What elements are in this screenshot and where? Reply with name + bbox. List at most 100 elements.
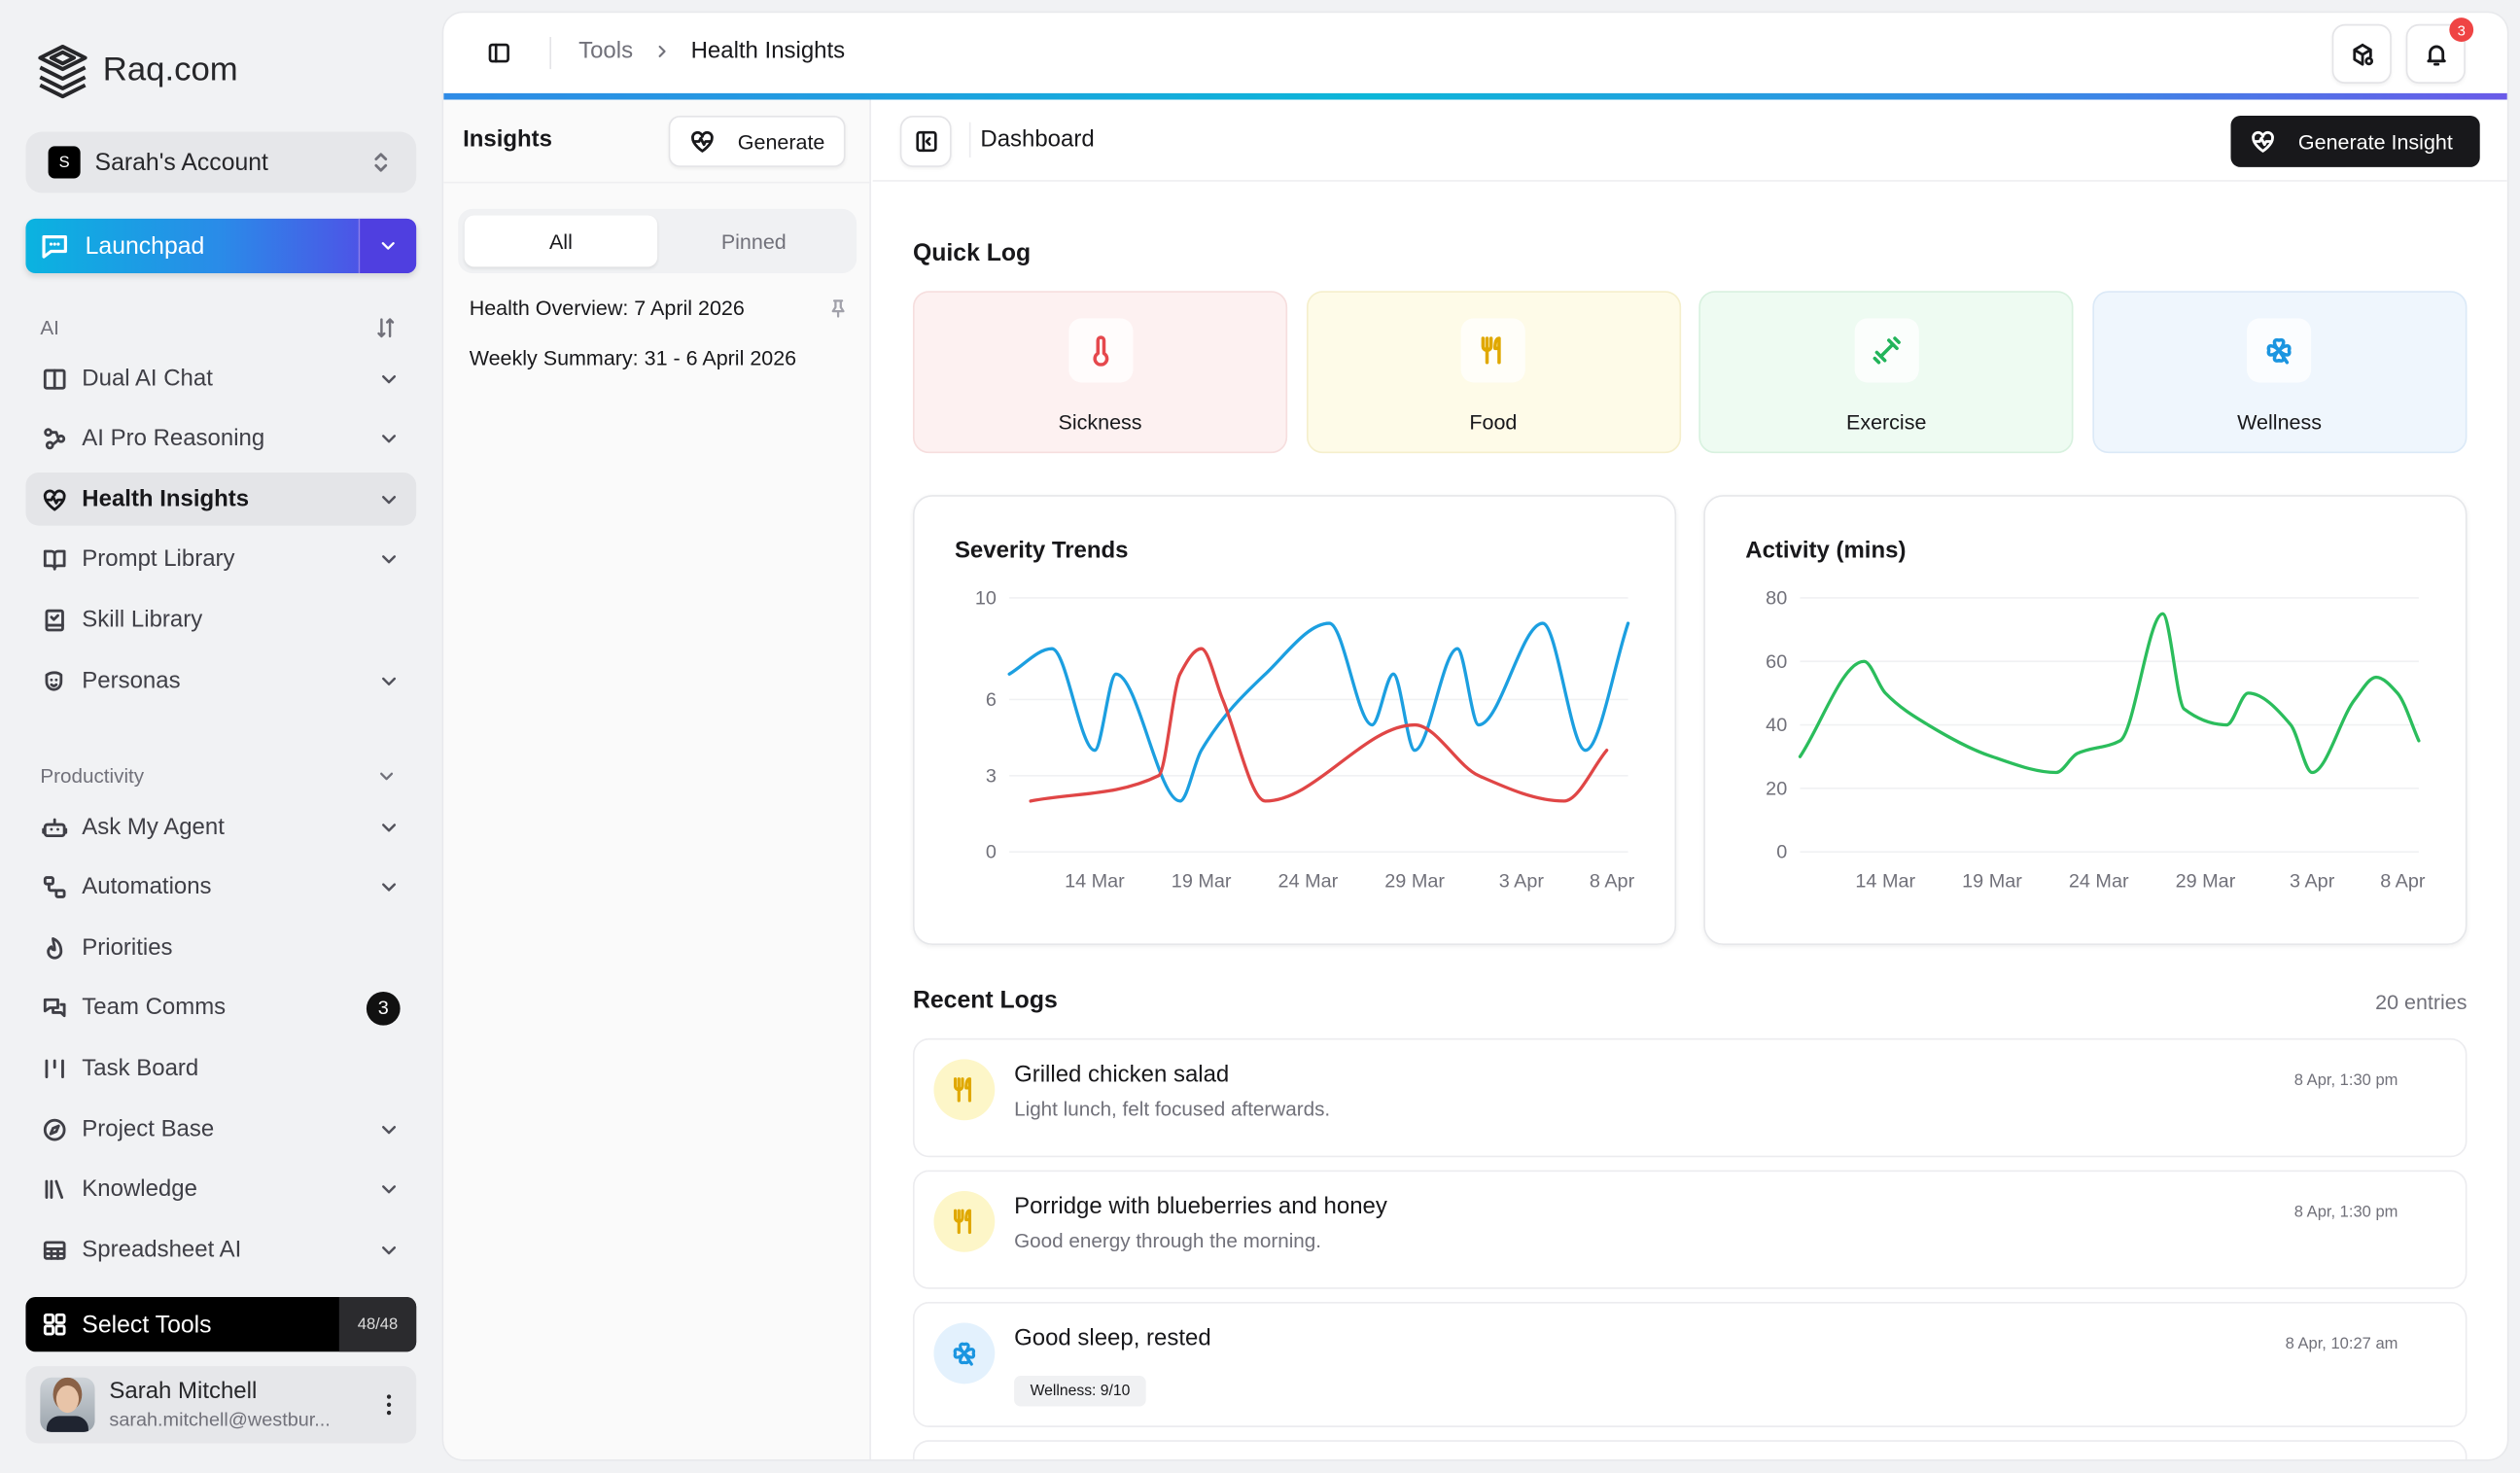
launchpad-button[interactable]: Launchpad xyxy=(25,218,417,274)
x-tick-label: 14 Mar xyxy=(1065,871,1125,893)
sidebar-item-ai-pro-reasoning[interactable]: AI Pro Reasoning xyxy=(25,412,416,466)
sidebar-item-label: Priorities xyxy=(82,934,173,962)
sidebar-item-label: Prompt Library xyxy=(82,546,235,573)
sidebar-item-personas[interactable]: Personas xyxy=(25,654,416,708)
section-ai: AI xyxy=(40,315,397,340)
top-bar: Tools Health Insights 3 xyxy=(443,13,2507,93)
sidebar-item-label: Team Comms xyxy=(82,995,227,1022)
x-tick-label: 3 Apr xyxy=(1499,871,1545,893)
sidebar-item-health-insights[interactable]: Health Insights xyxy=(25,473,417,526)
tools-count: 48/48 xyxy=(338,1297,417,1352)
brand-name: Raq.com xyxy=(102,51,238,88)
quick-log-sickness[interactable]: Sickness xyxy=(912,291,1288,454)
chevron-down-icon xyxy=(382,555,397,564)
sidebar-item-spreadsheet-ai[interactable]: Spreadsheet AI xyxy=(25,1223,416,1277)
thermometer-icon xyxy=(1092,335,1108,367)
sidebar-item-label: Personas xyxy=(82,667,181,694)
flow-icon xyxy=(43,876,66,898)
stack-logo-icon xyxy=(38,44,88,99)
quick-log-icon-box xyxy=(1854,318,1919,383)
account-name: Sarah's Account xyxy=(94,148,268,177)
y-tick-label: 0 xyxy=(1776,842,1787,863)
log-icon xyxy=(933,1322,996,1385)
insight-item[interactable]: Weekly Summary: 31 - 6 April 2026 xyxy=(470,345,849,369)
log-item[interactable]: Good sleep, rested Wellness: 9/10 8 Apr, 1… xyxy=(912,1302,2468,1427)
severity-trends-chart: 0 3 6 10 14 Mar 19 Mar 24 Mar 29 Mar 3 Apr 8 Apr xyxy=(975,588,1635,893)
heart-pulse-icon xyxy=(2252,130,2274,153)
log-time: 8 Apr, 1:30 pm xyxy=(2293,1204,2398,1222)
quick-log-label: Wellness xyxy=(2237,409,2322,435)
quick-log-food[interactable]: Food xyxy=(1306,291,1681,454)
chevron-right-icon xyxy=(658,45,666,57)
sidebar-item-label: Knowledge xyxy=(82,1176,197,1203)
tab-all[interactable]: All xyxy=(464,215,658,267)
chevron-down-icon xyxy=(382,1125,397,1134)
dashboard-header: Dashboard Generate Insight xyxy=(872,99,2507,182)
pin-icon[interactable] xyxy=(827,296,848,321)
package-search-icon xyxy=(2352,43,2373,65)
sidebar-item-automations[interactable]: Automations xyxy=(25,860,416,914)
launchpad-label: Launchpad xyxy=(85,231,205,260)
collapse-panel-button[interactable] xyxy=(899,116,952,167)
unread-badge: 3 xyxy=(366,991,401,1026)
grid-icon xyxy=(43,1313,66,1336)
quick-log-exercise[interactable]: Exercise xyxy=(1698,291,2074,454)
flame-icon xyxy=(47,936,63,960)
breadcrumb-tools[interactable]: Tools xyxy=(578,38,634,65)
sidebar-item-label: Automations xyxy=(82,874,212,900)
sidebar-item-project-base[interactable]: Project Base xyxy=(25,1103,416,1156)
select-tools-button[interactable]: Select Tools 48/48 xyxy=(25,1297,417,1352)
x-tick-label: 3 Apr xyxy=(2290,871,2335,893)
sidebar-item-task-board[interactable]: Task Board xyxy=(25,1042,416,1096)
utensils-icon xyxy=(1481,336,1501,365)
book-open-icon xyxy=(43,550,66,572)
sidebar-toggle-icon[interactable] xyxy=(487,40,511,65)
dashboard: Dashboard Generate Insight Quick Log Sic… xyxy=(872,99,2507,1460)
panel-left-icon xyxy=(915,130,936,153)
log-item[interactable] xyxy=(912,1440,2468,1460)
log-item[interactable]: Porridge with blueberries and honey Good … xyxy=(912,1170,2468,1289)
sidebar-item-label: Task Board xyxy=(82,1055,199,1082)
generate-insight-button[interactable]: Generate Insight xyxy=(2230,116,2480,167)
chevron-down-icon xyxy=(381,242,395,250)
severity-chart-card: Severity Trends 0 3 6 10 14 Mar 19 Mar 24 Mar 29… xyxy=(912,495,1677,946)
log-description: Light lunch, felt focused afterwards. xyxy=(1014,1098,1331,1121)
notifications-button[interactable]: 3 xyxy=(2405,18,2474,84)
y-tick-label: 6 xyxy=(986,689,997,711)
quick-log-label: Sickness xyxy=(1058,409,1142,435)
x-tick-label: 19 Mar xyxy=(1172,871,1232,893)
brand-logo[interactable]: Raq.com xyxy=(35,42,238,100)
gradient-divider xyxy=(443,92,2507,100)
activity-chart: 0 20 40 60 80 14 Mar 19 Mar 24 Mar 29 Mar 3 Apr 8 … xyxy=(1766,588,2426,893)
y-tick-label: 40 xyxy=(1766,715,1787,736)
series-line-0 xyxy=(1007,621,1630,803)
user-name: Sarah Mitchell xyxy=(109,1379,258,1405)
generate-button[interactable]: Generate xyxy=(668,116,846,167)
insights-tabs: All Pinned xyxy=(458,208,858,274)
sort-icon[interactable] xyxy=(374,315,397,340)
section-productivity[interactable]: Productivity xyxy=(40,763,397,789)
more-vertical-icon[interactable] xyxy=(376,1392,402,1418)
sidebar-item-knowledge[interactable]: Knowledge xyxy=(25,1163,416,1216)
sidebar-item-label: Skill Library xyxy=(82,607,203,634)
chevron-down-icon xyxy=(382,1245,397,1254)
sidebar-item-dual-ai-chat[interactable]: Dual AI Chat xyxy=(25,352,416,405)
sidebar-item-prompt-library[interactable]: Prompt Library xyxy=(25,533,416,586)
sidebar-item-skill-library[interactable]: Skill Library xyxy=(25,594,416,648)
sidebar-item-team-comms[interactable]: Team Comms 3 xyxy=(25,982,416,1035)
health-package-button[interactable] xyxy=(2331,23,2392,84)
sidebar-item-ask-my-agent[interactable]: Ask My Agent xyxy=(25,800,416,854)
clover-icon xyxy=(2267,337,2292,365)
dumbbell-icon xyxy=(1872,336,1901,365)
user-card[interactable]: Sarah Mitchell sarah.mitchell@westbur... xyxy=(25,1366,417,1444)
sidebar-item-priorities[interactable]: Priorities xyxy=(25,922,416,975)
log-item[interactable]: Grilled chicken salad Light lunch, felt f… xyxy=(912,1037,2468,1158)
insight-item[interactable]: Health Overview: 7 April 2026 xyxy=(470,296,849,321)
account-switcher[interactable]: S Sarah's Account xyxy=(25,131,417,193)
tab-pinned[interactable]: Pinned xyxy=(720,228,787,254)
launchpad-dropdown[interactable] xyxy=(358,218,417,274)
utensils-icon xyxy=(953,1209,972,1235)
x-tick-label: 14 Mar xyxy=(1855,871,1915,893)
sidebar-item-label: Dual AI Chat xyxy=(82,366,213,392)
quick-log-wellness[interactable]: Wellness xyxy=(2092,291,2468,454)
